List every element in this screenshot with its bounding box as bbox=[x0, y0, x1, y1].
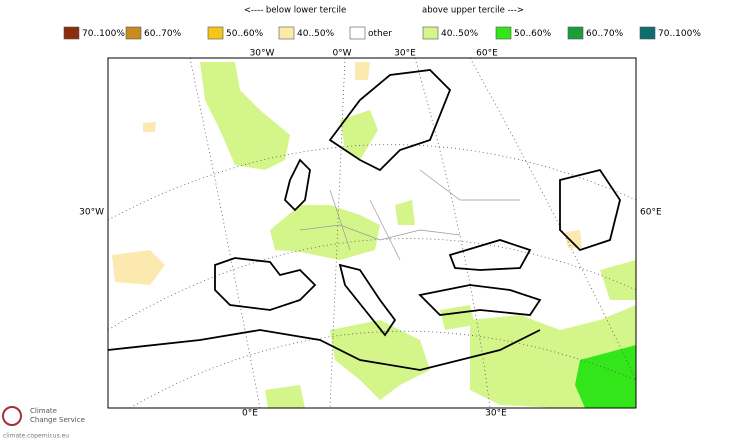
shading bbox=[565, 230, 582, 248]
legend-swatch bbox=[567, 26, 584, 40]
legend-swatch bbox=[125, 26, 142, 40]
logo-url: climate.copernicus.eu bbox=[3, 433, 69, 440]
coastline bbox=[448, 239, 532, 271]
legend-label: 60..70% bbox=[144, 29, 182, 39]
shading bbox=[600, 260, 636, 300]
shading bbox=[330, 320, 430, 400]
graticule-label: 0°W bbox=[332, 49, 351, 59]
coastline bbox=[284, 158, 311, 212]
legend: 70..100% 60..70% 50..60% 40..50% other 40..50… bbox=[63, 26, 701, 40]
below-label: <---- below lower tercile bbox=[244, 6, 346, 16]
legend-label: 50..60% bbox=[226, 29, 264, 39]
map bbox=[107, 57, 637, 409]
graticule-label: 30°W bbox=[79, 208, 104, 218]
coastline bbox=[108, 329, 541, 371]
coastline bbox=[559, 168, 621, 252]
coastline bbox=[338, 263, 397, 337]
coastline bbox=[418, 284, 542, 316]
coastline bbox=[328, 69, 452, 172]
graticule-label: 30°E bbox=[485, 409, 507, 419]
legend-swatch bbox=[422, 26, 439, 40]
logo: Climate Change Service climate.copernicu… bbox=[2, 406, 85, 440]
graticule bbox=[108, 238, 636, 331]
legend-swatch bbox=[278, 26, 295, 40]
shading bbox=[575, 345, 636, 408]
legend-label: 50..60% bbox=[514, 29, 552, 39]
shading bbox=[112, 250, 165, 285]
graticule-label: 0°E bbox=[242, 409, 258, 419]
graticule-label: 60°E bbox=[640, 208, 662, 218]
legend-swatch bbox=[639, 26, 656, 40]
coastline bbox=[214, 257, 317, 311]
logo-text: Climate bbox=[30, 407, 57, 415]
graticule-label: 30°W bbox=[250, 49, 275, 59]
graticule-label: 60°E bbox=[476, 49, 498, 59]
legend-swatch bbox=[207, 26, 224, 40]
legend-swatch bbox=[495, 26, 512, 40]
logo-text: Change Service bbox=[30, 416, 85, 424]
shading bbox=[270, 205, 380, 260]
legend-label: 40..50% bbox=[441, 29, 479, 39]
shading bbox=[143, 122, 156, 132]
shading bbox=[340, 110, 378, 160]
shading bbox=[355, 62, 370, 80]
shading bbox=[200, 62, 290, 170]
legend-label: 60..70% bbox=[586, 29, 624, 39]
legend-label: 70..100% bbox=[82, 29, 125, 39]
shading bbox=[265, 385, 305, 408]
shading bbox=[395, 200, 415, 225]
graticule bbox=[108, 144, 636, 221]
legend-label: 40..50% bbox=[297, 29, 335, 39]
graticule bbox=[129, 330, 636, 408]
map-frame bbox=[107, 57, 637, 409]
legend-swatch bbox=[349, 26, 366, 40]
legend-label: other bbox=[368, 29, 392, 39]
legend-swatch bbox=[63, 26, 80, 40]
above-label: above upper tercile ---> bbox=[422, 6, 524, 16]
shading bbox=[440, 305, 475, 330]
graticule-label: 30°E bbox=[394, 49, 416, 59]
logo-icon bbox=[2, 406, 22, 426]
legend-label: 70..100% bbox=[658, 29, 701, 39]
border bbox=[299, 169, 520, 261]
